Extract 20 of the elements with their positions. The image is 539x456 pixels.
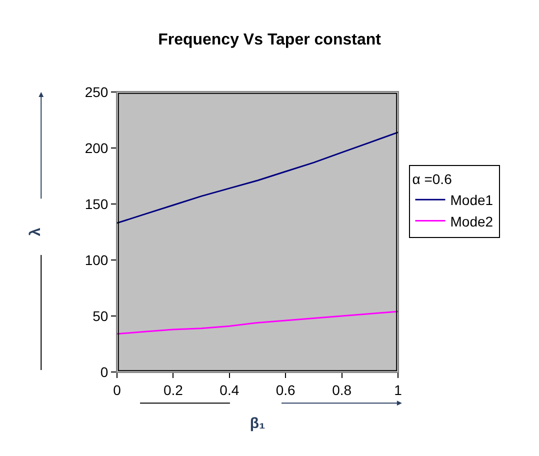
x-tick-label: 1 — [394, 382, 402, 398]
y-axis-title: λ — [27, 227, 44, 236]
legend-label: Mode2 — [450, 213, 494, 230]
x-tick-label: 0.8 — [332, 382, 352, 398]
y-tick-label: 200 — [84, 140, 108, 156]
x-axis-title: β₁ — [250, 414, 266, 432]
legend-title: α =0.6 — [412, 171, 452, 187]
x-tick-label: 0.2 — [163, 382, 184, 398]
x-tick-label: 0 — [113, 382, 122, 398]
y-tick-label: 50 — [92, 308, 108, 324]
legend-label: Mode1 — [450, 192, 494, 208]
line-series — [117, 132, 398, 224]
x-tick-label: 0.4 — [220, 382, 240, 398]
x-tick-label: 0.6 — [276, 382, 296, 398]
line-series — [117, 310, 398, 335]
y-tick-label: 100 — [84, 252, 108, 268]
y-tick-label: 150 — [84, 196, 108, 212]
y-tick-label: 250 — [84, 84, 108, 100]
y-tick-label: 0 — [100, 364, 108, 380]
chart-title: Frequency Vs Taper constant — [158, 31, 382, 48]
